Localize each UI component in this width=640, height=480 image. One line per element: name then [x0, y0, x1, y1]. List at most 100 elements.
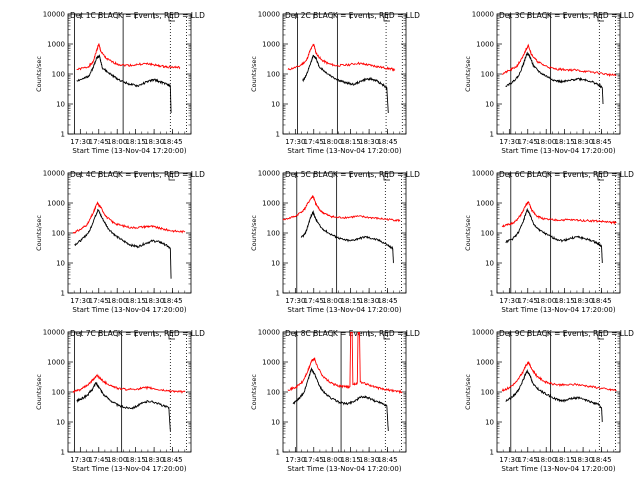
lld-series-line — [287, 43, 396, 72]
x-tick-label: 18:00 — [107, 456, 127, 464]
chart-title: Det 1C BLACK = Events, RED = LLD — [70, 11, 205, 20]
corner-marker — [168, 174, 175, 181]
y-tick-label: 100 — [481, 230, 494, 238]
y-tick-label: 10 — [485, 260, 494, 268]
y-axis-label: Counts/sec — [250, 374, 258, 410]
y-tick-label: 10 — [485, 101, 494, 109]
y-tick-label: 1000 — [262, 359, 280, 367]
x-tick-label: 18:15 — [341, 297, 361, 305]
x-tick-label: 18:15 — [555, 456, 575, 464]
corner-marker — [597, 333, 604, 340]
y-tick-label: 1 — [276, 131, 280, 139]
x-axis-label: Start Time (13-Nov-04 17:20:00) — [287, 306, 401, 314]
x-tick-label: 18:15 — [126, 297, 146, 305]
y-tick-label: 100 — [481, 389, 494, 397]
x-axis-label: Start Time (13-Nov-04 17:20:00) — [501, 306, 615, 314]
x-tick-label: 18:30 — [359, 138, 379, 146]
x-tick-label: 18:45 — [377, 297, 397, 305]
corner-marker — [168, 333, 175, 340]
x-tick-label: 17:30 — [70, 138, 90, 146]
x-tick-label: 18:15 — [341, 138, 361, 146]
y-axis-label: Counts/sec — [35, 56, 43, 92]
chart-title: Det 3C BLACK = Events, RED = LLD — [499, 11, 634, 20]
plot-frame — [67, 172, 192, 294]
x-tick-label: 18:15 — [126, 456, 146, 464]
x-tick-label: 18:15 — [126, 138, 146, 146]
y-tick-label: 100 — [267, 230, 280, 238]
chart-title: Det 6C BLACK = Events, RED = LLD — [499, 170, 634, 179]
x-tick-label: 18:45 — [591, 138, 611, 146]
x-tick-label: 18:30 — [359, 456, 379, 464]
y-tick-label: 100 — [267, 71, 280, 79]
x-tick-label: 18:30 — [573, 138, 593, 146]
y-tick-label: 10000 — [43, 329, 65, 337]
chart-panel-8: Det 8C BLACK = Events, RED = LLD11010010… — [250, 329, 420, 474]
x-tick-label: 17:45 — [518, 138, 538, 146]
x-tick-label: 18:45 — [591, 456, 611, 464]
plot-frame — [496, 331, 621, 453]
x-tick-label: 18:15 — [555, 138, 575, 146]
chart-panel-9: Det 9C BLACK = Events, RED = LLD 1 10 100 10… — [464, 329, 634, 474]
x-axis-label: Start Time (13-Nov-04 17:20:00) — [72, 147, 186, 155]
x-tick-label: 17:30 — [499, 297, 519, 305]
lld-series-line — [76, 43, 181, 71]
y-axis-label: Counts/sec — [464, 215, 472, 251]
y-tick-label: 1000 — [262, 200, 280, 208]
x-tick-label: 18:30 — [573, 297, 593, 305]
x-tick-label: 18:00 — [322, 456, 342, 464]
lld-series-line — [72, 373, 186, 394]
y-tick-label: 1 — [61, 449, 65, 457]
y-tick-label: 1 — [490, 131, 494, 139]
corner-marker — [383, 15, 390, 22]
y-tick-label: 1000 — [476, 359, 494, 367]
y-tick-label: 1 — [276, 290, 280, 298]
chart-panel-7: Det 7C BLACK = Events, RED = LLD 1 10 100 10… — [35, 329, 205, 474]
x-axis-label: Start Time (13-Nov-04 17:20:00) — [501, 147, 615, 155]
x-tick-label: 18:30 — [144, 456, 164, 464]
chart-panel-6: Det 6C BLACK = Events, RED = LLD 1 10 100 10… — [464, 170, 634, 315]
y-tick-label: 10000 — [258, 170, 280, 178]
corner-marker — [597, 174, 604, 181]
y-axis-label: Counts/sec — [35, 215, 43, 251]
corner-marker — [383, 174, 390, 181]
x-tick-label: 17:30 — [499, 138, 519, 146]
x-tick-label: 18:45 — [162, 297, 182, 305]
x-tick-label: 17:30 — [285, 456, 305, 464]
events-series-line — [292, 367, 389, 432]
chart-title: Det 5C BLACK = Events, RED = LLD — [285, 170, 420, 179]
y-tick-label: 10000 — [258, 329, 280, 337]
x-axis-label: Start Time (13-Nov-04 17:20:00) — [72, 465, 186, 473]
x-tick-label: 18:30 — [359, 297, 379, 305]
x-tick-label: 17:45 — [89, 138, 109, 146]
plot-frame — [496, 172, 621, 294]
x-tick-label: 17:30 — [285, 138, 305, 146]
events-series-line — [76, 54, 172, 114]
x-tick-label: 17:45 — [89, 456, 109, 464]
lld-series-line — [501, 361, 617, 392]
y-tick-label: 1 — [276, 449, 280, 457]
plot-frame — [496, 13, 621, 135]
y-tick-label: 10 — [271, 260, 280, 268]
lld-series-line — [501, 43, 617, 77]
y-axis-label: Counts/sec — [464, 56, 472, 92]
chart-panel-4: Det 4C BLACK = Events, RED = LLD 1 10 100 10… — [35, 170, 205, 315]
y-tick-label: 1 — [61, 290, 65, 298]
y-tick-label: 1000 — [476, 200, 494, 208]
y-tick-label: 100 — [52, 389, 65, 397]
corner-marker — [168, 15, 175, 22]
y-tick-label: 10 — [271, 419, 280, 427]
y-axis-label: Counts/sec — [464, 374, 472, 410]
y-tick-label: 10000 — [43, 11, 65, 19]
y-tick-label: 10000 — [258, 11, 280, 19]
chart-title: Det 9C BLACK = Events, RED = LLD — [499, 329, 634, 338]
x-tick-label: 18:00 — [536, 138, 556, 146]
y-tick-label: 10000 — [43, 170, 65, 178]
x-tick-label: 18:00 — [536, 456, 556, 464]
x-tick-label: 18:45 — [377, 138, 397, 146]
x-tick-label: 18:00 — [322, 297, 342, 305]
x-tick-label: 17:30 — [499, 456, 519, 464]
chart-title: Det 2C BLACK = Events, RED = LLD — [285, 11, 420, 20]
x-tick-label: 17:45 — [304, 456, 324, 464]
y-tick-label: 100 — [52, 71, 65, 79]
